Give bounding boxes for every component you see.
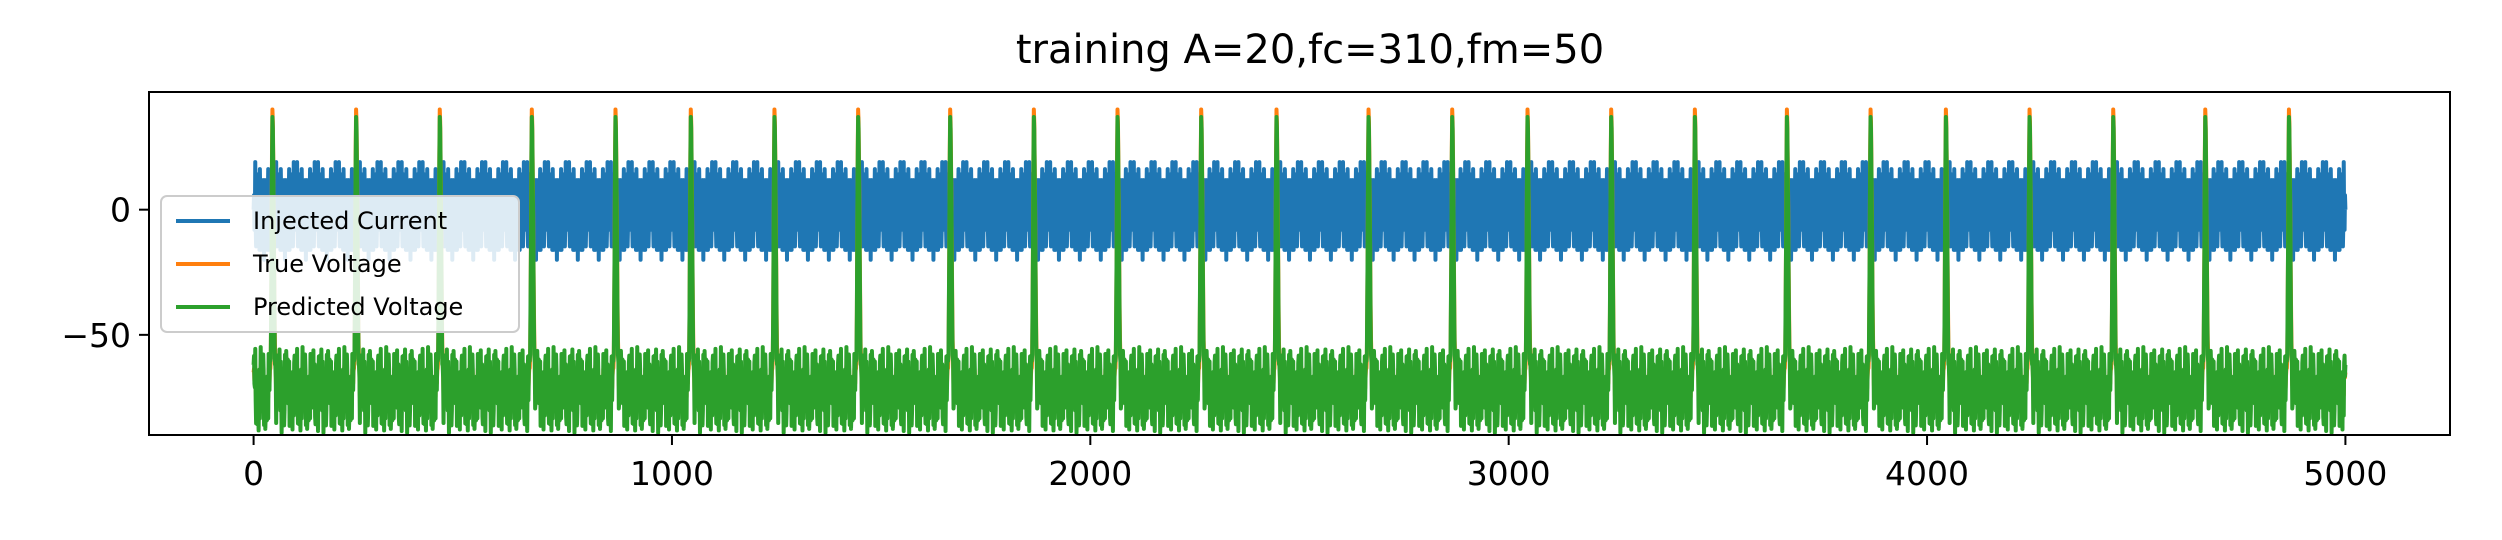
y-tick-label: −50: [61, 316, 131, 355]
series-layer: [251, 107, 2348, 435]
axis-layer: 0 1000 2000 3000 4000 5000 0 −50: [61, 191, 2387, 493]
legend-label: Injected Current: [253, 207, 447, 235]
predicted-voltage-line: [251, 115, 2348, 435]
x-tick-label: 4000: [1885, 454, 1969, 493]
x-tick-label: 3000: [1467, 454, 1551, 493]
injected-current-line: [251, 160, 2348, 262]
x-tick-label: 0: [243, 454, 264, 493]
legend-label: Predicted Voltage: [253, 293, 463, 321]
x-tick-label: 5000: [2303, 454, 2387, 493]
legend: Injected Current True Voltage Predicted Vo…: [160, 195, 520, 333]
y-tick-label: 0: [110, 191, 131, 230]
legend-label: True Voltage: [252, 250, 402, 278]
chart-title: training A=20,fc=310,fm=50: [1016, 27, 1604, 73]
x-tick-label: 2000: [1048, 454, 1132, 493]
legend-box: [160, 195, 520, 333]
plot-frame: [148, 91, 2451, 436]
x-tick-label: 1000: [630, 454, 714, 493]
